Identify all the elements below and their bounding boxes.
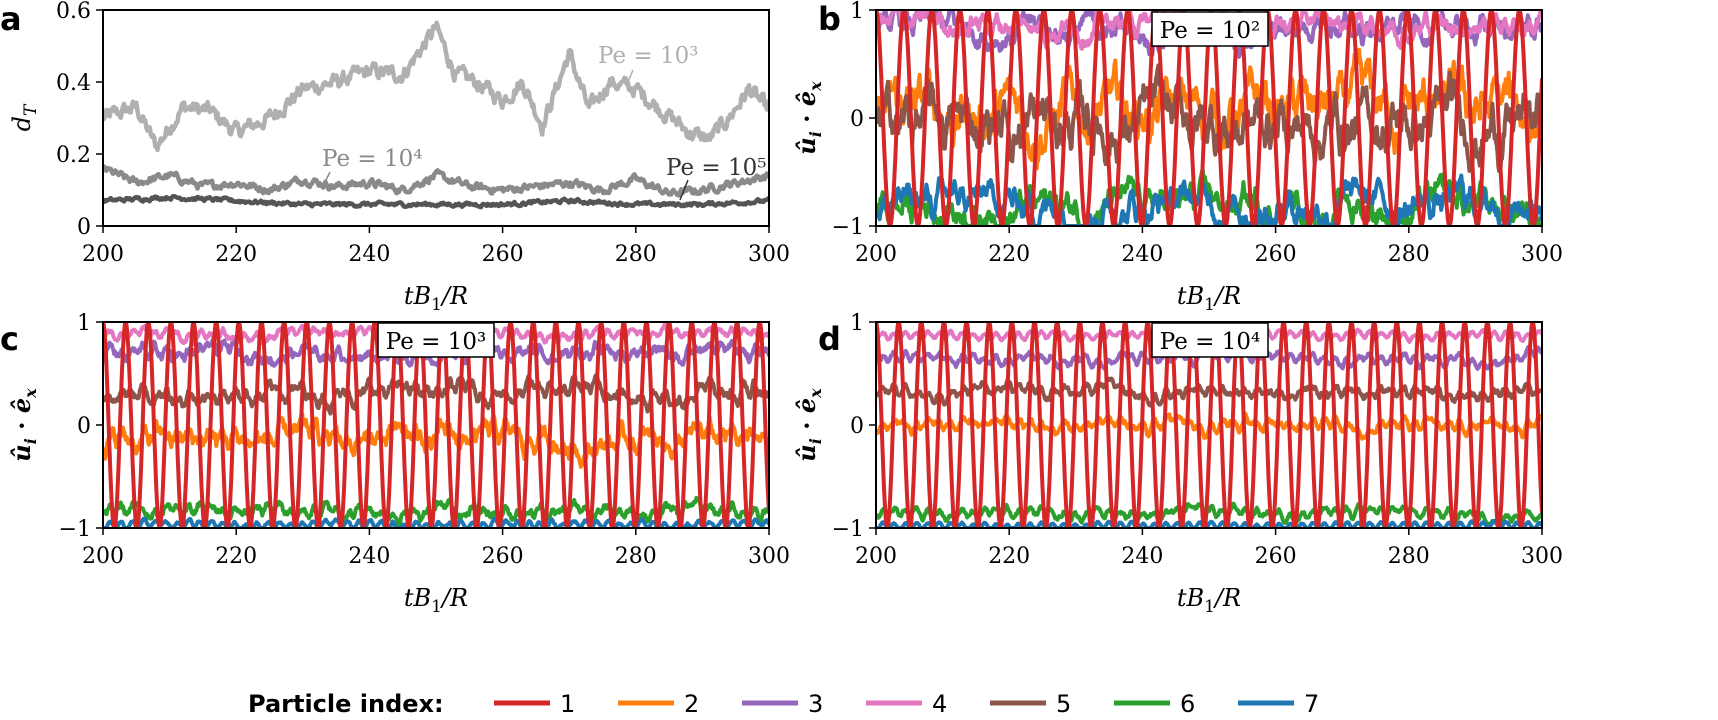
x-tick-label: 260 (1255, 242, 1297, 267)
series-line-1 (103, 163, 769, 198)
series-line-particle-7 (103, 516, 769, 528)
y-axis-label: ûi · êx (792, 388, 825, 462)
series-line-2 (103, 193, 769, 210)
x-tick-label: 220 (215, 242, 257, 267)
x-axis-label: tB1/R (1177, 584, 1241, 617)
x-tick-label: 260 (1255, 544, 1297, 569)
series-line-particle-7 (876, 518, 1542, 528)
x-tick-label: 260 (482, 544, 524, 569)
y-tick-label: 0 (77, 414, 91, 439)
y-tick-label: 0 (850, 107, 864, 132)
legend-label: 4 (932, 690, 947, 718)
panel-b: b 200 220 240 260 280 300 −1 0 1 tB1/R ûi · êx Pe = … (792, 0, 1563, 315)
x-tick-label: 220 (988, 242, 1030, 267)
series-group (876, 322, 1542, 528)
annotation-pointer (679, 179, 689, 201)
x-tick-label: 280 (615, 242, 657, 267)
series-line-particle-7 (876, 173, 1542, 226)
panel-c: c 200 220 240 260 280 300 −1 0 1 tB1/R ûi · êx Pe = … (0, 311, 790, 617)
pe-annotation: Pe = 10⁵ (666, 155, 766, 181)
pe-annotation: Pe = 10⁴ (322, 146, 422, 172)
y-tick-label: 0 (850, 414, 864, 439)
y-axis-label: ûi · êx (7, 388, 40, 462)
x-tick-label: 220 (988, 544, 1030, 569)
x-axis-label: tB1/R (1177, 282, 1241, 315)
legend-label: 7 (1304, 690, 1319, 718)
x-axis-label: tB1/R (404, 584, 468, 617)
series-line-particle-5 (876, 376, 1542, 408)
series-line-particle-6 (876, 167, 1542, 226)
panel-label: a (0, 0, 22, 38)
y-tick-label: 0.4 (56, 71, 91, 96)
x-tick-label: 280 (615, 544, 657, 569)
legend: Particle index: 1 2 3 4 5 6 7 (248, 690, 1319, 718)
pe-label-box (1151, 322, 1269, 358)
x-tick-label: 240 (348, 544, 390, 569)
y-tick-label: −1 (59, 517, 91, 542)
panel-a: a 200 220 240 260 280 300 0 0.2 0.4 0.6 tB1/R dT Pe =… (0, 0, 790, 315)
x-tick-label: 300 (1521, 242, 1563, 267)
x-tick-label: 240 (348, 242, 390, 267)
annotation-pointer (627, 69, 634, 83)
x-tick-label: 200 (855, 242, 897, 267)
y-tick-label: 1 (77, 311, 91, 336)
y-axis-label: ûi · êx (792, 81, 825, 155)
y-tick-label: −1 (832, 215, 864, 240)
x-tick-label: 300 (748, 242, 790, 267)
panel-label: b (818, 0, 841, 38)
pe-label-box (1151, 11, 1269, 47)
x-tick-label: 300 (1521, 544, 1563, 569)
pe-annotation: Pe = 10³ (598, 43, 698, 69)
x-axis-label: tB1/R (404, 282, 468, 315)
y-axis-label: dT (8, 103, 41, 131)
panel-label: c (0, 320, 19, 358)
pe-label: Pe = 10³ (386, 329, 486, 355)
x-tick-label: 240 (1121, 242, 1163, 267)
x-tick-label: 200 (82, 544, 124, 569)
annotation-pointer (322, 171, 331, 187)
x-tick-label: 200 (82, 242, 124, 267)
legend-label: 5 (1056, 690, 1071, 718)
panel-d: d 200 220 240 260 280 300 −1 0 1 tB1/R ûi · êx Pe = … (792, 311, 1563, 617)
x-tick-label: 260 (482, 242, 524, 267)
pe-label: Pe = 10⁴ (1160, 329, 1260, 355)
series-line-particle-5 (103, 373, 769, 416)
pe-label: Pe = 10² (1160, 18, 1260, 44)
y-tick-label: 0.6 (56, 0, 91, 24)
x-tick-label: 300 (748, 544, 790, 569)
y-tick-label: −1 (832, 517, 864, 542)
legend-label: 3 (808, 690, 823, 718)
series-line-0 (103, 20, 769, 153)
series-group (103, 20, 769, 210)
legend-label: 2 (684, 690, 699, 718)
y-tick-label: 1 (850, 311, 864, 336)
legend-label: 1 (560, 690, 575, 718)
legend-label: 6 (1180, 690, 1195, 718)
y-tick-label: 0.2 (56, 143, 91, 168)
y-tick-label: 1 (850, 0, 864, 24)
series-line-particle-5 (876, 63, 1542, 173)
x-tick-label: 220 (215, 544, 257, 569)
legend-title: Particle index: (248, 690, 444, 718)
y-tick-label: 0 (77, 215, 91, 240)
pe-label-box (377, 322, 495, 358)
axes-frame (102, 9, 770, 227)
panel-label: d (818, 320, 841, 358)
x-tick-label: 280 (1388, 242, 1430, 267)
x-tick-label: 200 (855, 544, 897, 569)
x-tick-label: 240 (1121, 544, 1163, 569)
x-tick-label: 280 (1388, 544, 1430, 569)
